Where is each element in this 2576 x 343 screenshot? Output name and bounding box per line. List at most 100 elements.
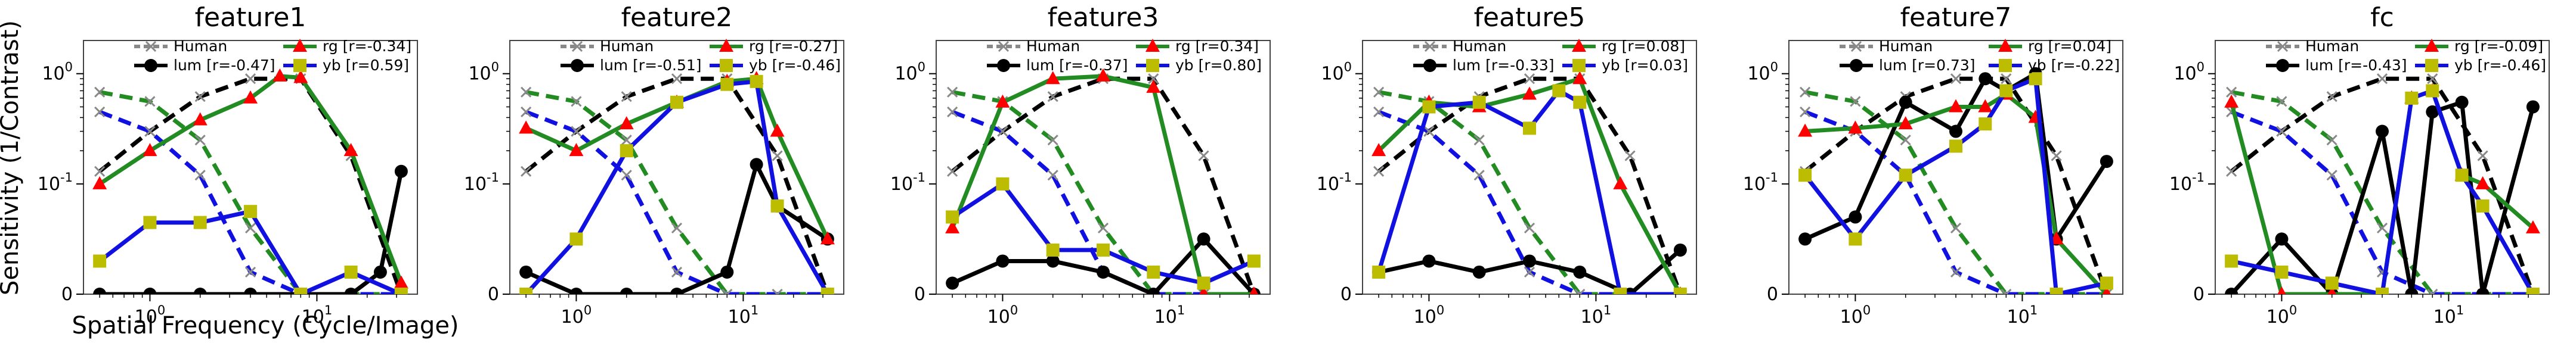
data-point	[521, 106, 532, 117]
data-point	[521, 86, 532, 98]
legend-label: yb [r=0.59]	[323, 57, 409, 74]
data-point	[820, 231, 835, 245]
legend-label: lum [r=-0.47]	[174, 57, 275, 74]
legend-label: rg [r=0.34]	[1175, 38, 1259, 55]
x-tick-label: 101	[302, 303, 333, 328]
data-point	[94, 106, 106, 117]
data-point	[1798, 123, 1813, 137]
x-tick-label: 101	[728, 303, 759, 328]
y-tick-label: 100	[42, 60, 73, 85]
data-point	[671, 222, 683, 233]
data-point	[1373, 166, 1385, 177]
data-point	[373, 265, 387, 279]
legend-marker	[2425, 59, 2438, 72]
panel-feature3: feature3 100 101 0 10-1 100 Human lum [r=-0.37]…	[890, 2, 1271, 328]
data-point	[519, 288, 533, 294]
data-point	[670, 288, 683, 294]
legend-marker	[293, 39, 307, 52]
y-tick-label: 10-1	[464, 170, 499, 195]
data-point	[620, 288, 633, 294]
data-point	[996, 254, 1010, 268]
data-point	[1573, 95, 1587, 109]
data-point	[1423, 126, 1435, 137]
data-point	[571, 96, 582, 107]
legend-marker	[1146, 59, 1159, 72]
data-point	[144, 96, 156, 107]
data-point	[621, 170, 632, 181]
series-line	[524, 79, 829, 294]
legend-label: lum [r=-0.51]	[600, 57, 702, 74]
data-point	[243, 90, 258, 104]
legend-marker	[1423, 59, 1436, 72]
data-point	[2326, 135, 2337, 146]
series-line	[1376, 88, 1680, 294]
y-tick-label: 100	[894, 60, 925, 85]
data-point	[244, 288, 257, 294]
data-point	[2526, 100, 2540, 114]
legend-marker	[2277, 40, 2289, 52]
data-point	[947, 166, 958, 177]
panel-fc: fc 100 101 0 10-1 100 Human lum [r=-0.43] rg [r=…	[2169, 2, 2550, 328]
data-point	[344, 265, 358, 279]
data-point	[2225, 288, 2238, 294]
panel-feature2: feature2 100 101 0 10-1 100 Human lum [r=-0.51]…	[464, 2, 844, 328]
data-point	[997, 126, 1008, 137]
data-point	[1849, 210, 1862, 224]
data-point	[294, 288, 308, 294]
data-point	[2327, 286, 2336, 294]
y-tick-label: 10-1	[890, 170, 925, 195]
panel-feature1: feature1 100 101 0 10-1 100 Human lum [r=-0.47]…	[38, 2, 418, 328]
legend-label: Human	[1026, 38, 1080, 55]
plot-lines	[92, 68, 408, 294]
series-line	[2230, 100, 2535, 294]
data-point	[671, 266, 683, 278]
legend-label: Human	[174, 38, 227, 55]
data-point	[569, 288, 583, 294]
x-tick-label: 100	[1840, 303, 1871, 328]
panel-title: feature3	[1048, 2, 1159, 33]
data-point	[1249, 286, 1258, 294]
data-point	[1373, 106, 1385, 117]
legend-label: lum [r=0.73]	[1879, 57, 1976, 74]
data-point	[1899, 95, 1912, 109]
data-point	[1247, 254, 1261, 268]
data-point	[2275, 232, 2289, 246]
data-point	[2376, 73, 2388, 85]
data-point	[1800, 86, 1811, 98]
legend-marker	[1145, 39, 1160, 52]
data-point	[995, 94, 1010, 108]
data-point	[621, 135, 632, 146]
data-point	[194, 135, 206, 146]
data-point	[94, 86, 106, 98]
data-point	[1198, 288, 1209, 294]
data-point	[2405, 288, 2419, 294]
data-point	[1199, 286, 1208, 294]
legend-label: rg [r=0.04]	[2028, 38, 2111, 55]
data-point	[2525, 220, 2540, 233]
data-point	[2001, 288, 2012, 294]
data-point	[2049, 288, 2063, 294]
y-axis-label: Sensitivity (1/Contrast)	[0, 20, 24, 295]
legend-label: rg [r=-0.09]	[2454, 38, 2543, 55]
x-tick-label: 100	[2267, 303, 2298, 328]
data-point	[2224, 94, 2239, 108]
data-point	[92, 176, 107, 189]
legend-marker	[720, 59, 733, 72]
legend-label: yb [r=-0.46]	[2454, 57, 2546, 74]
panel-title: feature7	[1900, 2, 2012, 33]
x-tick-label: 101	[2433, 303, 2464, 328]
legend-label: rg [r=0.08]	[1602, 38, 1685, 55]
legend: Human lum [r=-0.43] rg [r=-0.09] yb [r=-0.4…	[2266, 38, 2546, 74]
data-point	[1950, 222, 1962, 233]
data-point	[519, 120, 534, 134]
data-point	[2277, 286, 2286, 294]
y-tick-label: 0	[914, 284, 925, 305]
legend-label: rg [r=-0.34]	[323, 38, 411, 55]
data-point	[2275, 265, 2289, 279]
plot-lines	[945, 68, 1261, 294]
data-point	[2226, 166, 2237, 177]
data-point	[1949, 139, 1962, 153]
data-point	[750, 74, 763, 88]
x-tick-label: 101	[1581, 303, 1612, 328]
